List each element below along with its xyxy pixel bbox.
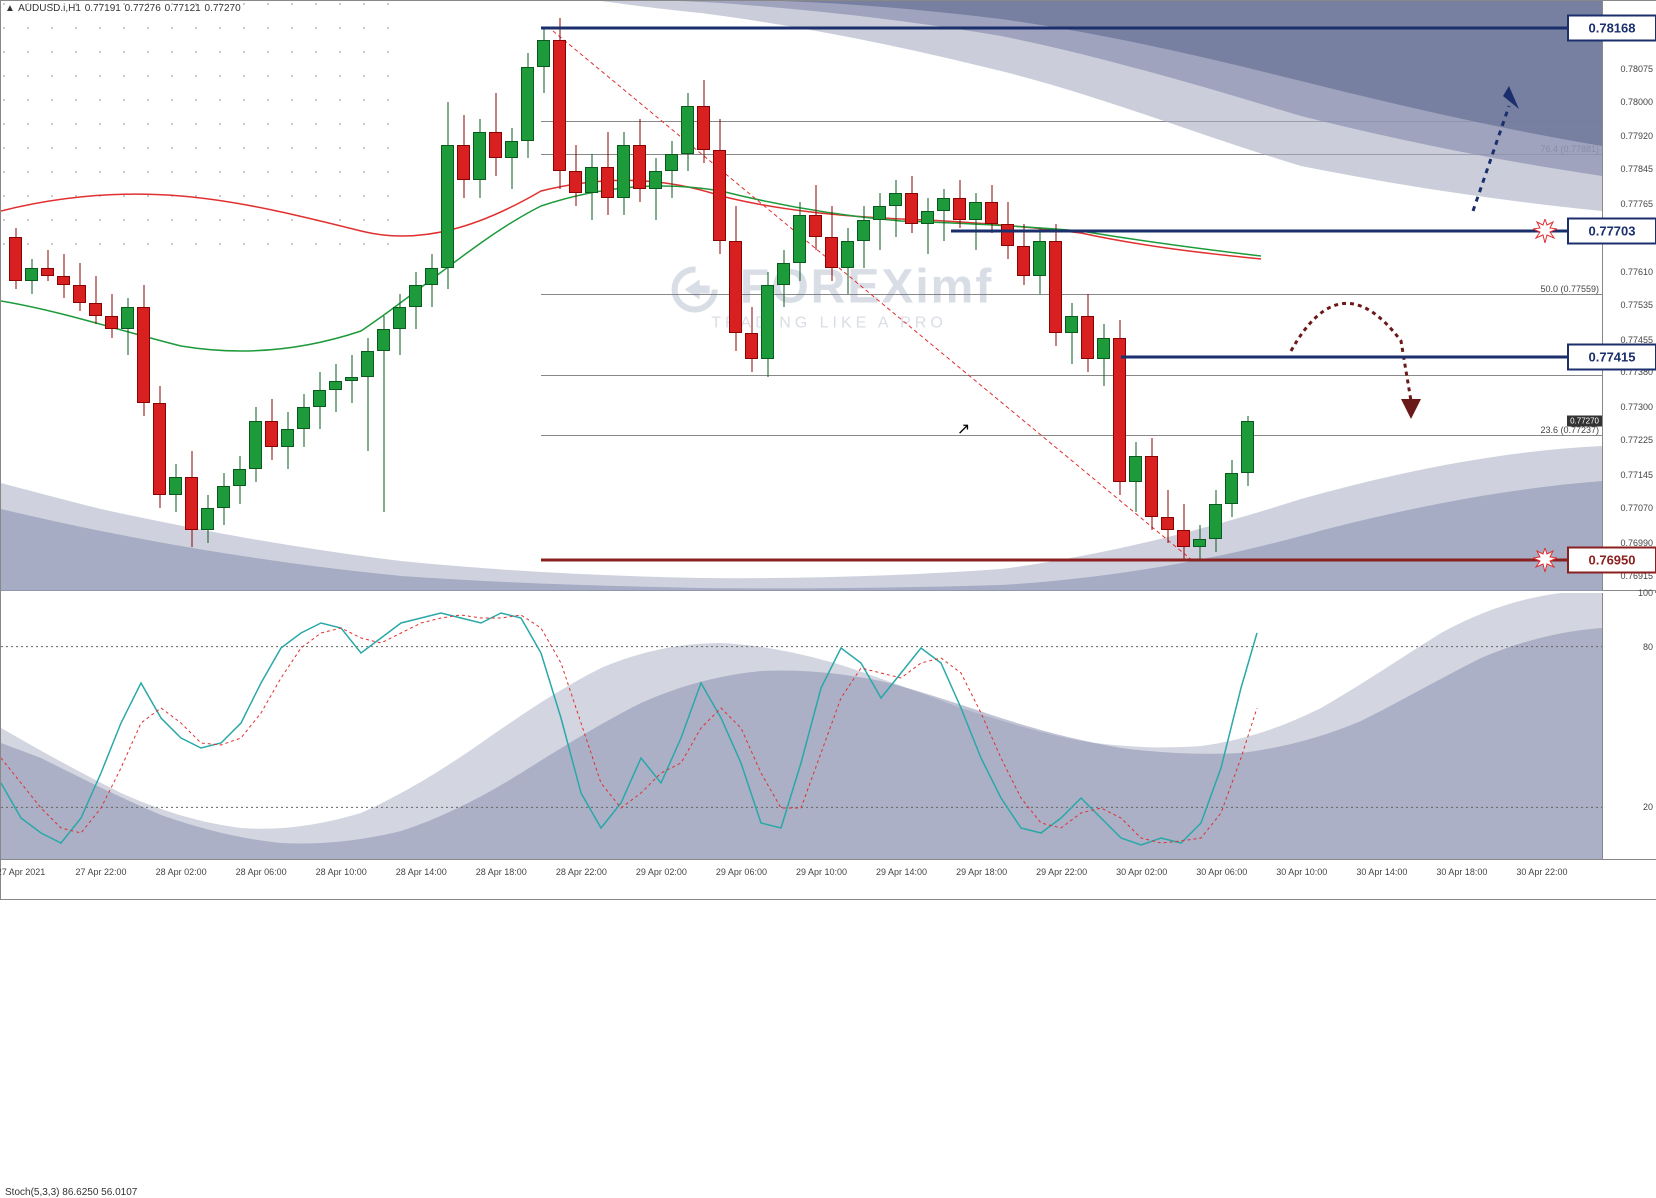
candle xyxy=(841,1,854,591)
candle xyxy=(1193,1,1206,591)
candle xyxy=(297,1,310,591)
candle xyxy=(633,1,646,591)
price-level-box: 0.77703 xyxy=(1567,218,1656,245)
price-yaxis: 0.781550.780750.780000.779200.778450.777… xyxy=(1602,1,1656,590)
candle xyxy=(409,1,422,591)
candle xyxy=(281,1,294,591)
candle xyxy=(1209,1,1222,591)
candle xyxy=(505,1,518,591)
candle xyxy=(153,1,166,591)
candle xyxy=(1113,1,1126,591)
candle xyxy=(89,1,102,591)
candle xyxy=(265,1,278,591)
candle xyxy=(537,1,550,591)
candle xyxy=(425,1,438,591)
candle xyxy=(905,1,918,591)
candle xyxy=(1065,1,1078,591)
candle xyxy=(1225,1,1238,591)
candle xyxy=(665,1,678,591)
candle xyxy=(73,1,86,591)
candle xyxy=(1049,1,1062,591)
stoch-title: Stoch(5,3,3) 86.6250 56.0107 xyxy=(5,1187,137,1198)
starburst-icon xyxy=(1533,548,1557,572)
price-level-box: 0.78168 xyxy=(1567,15,1656,42)
candle xyxy=(105,1,118,591)
candle xyxy=(345,1,358,591)
candle xyxy=(697,1,710,591)
candle xyxy=(41,1,54,591)
candle xyxy=(457,1,470,591)
candle xyxy=(681,1,694,591)
candle xyxy=(489,1,502,591)
candle xyxy=(121,1,134,591)
candle xyxy=(985,1,998,591)
price-level-box: 0.76950 xyxy=(1567,547,1656,574)
candle xyxy=(185,1,198,591)
stoch-yaxis: 2080100 xyxy=(1602,593,1656,861)
candle xyxy=(777,1,790,591)
candle xyxy=(601,1,614,591)
candle xyxy=(1081,1,1094,591)
candle xyxy=(889,1,902,591)
price-chart[interactable]: ▲ AUDUSD.i,H1 0.77191 0.77276 0.77121 0.… xyxy=(1,1,1656,591)
candle xyxy=(313,1,326,591)
candle xyxy=(1001,1,1014,591)
candle xyxy=(249,1,262,591)
candle xyxy=(9,1,22,591)
stochastic-panel[interactable]: Stoch(5,3,3) 86.6250 56.0107 2080100 xyxy=(1,593,1656,861)
candle xyxy=(1097,1,1110,591)
candle xyxy=(233,1,246,591)
candle xyxy=(1161,1,1174,591)
candle xyxy=(585,1,598,591)
candle xyxy=(921,1,934,591)
candle xyxy=(569,1,582,591)
candle xyxy=(441,1,454,591)
candle xyxy=(377,1,390,591)
candle xyxy=(201,1,214,591)
candle xyxy=(57,1,70,591)
candle xyxy=(713,1,726,591)
starburst-icon xyxy=(1533,219,1557,243)
cursor-icon: ↖ xyxy=(957,419,970,439)
candle xyxy=(649,1,662,591)
candle xyxy=(793,1,806,591)
candle xyxy=(521,1,534,591)
candle xyxy=(1033,1,1046,591)
candle xyxy=(761,1,774,591)
candle xyxy=(857,1,870,591)
candle xyxy=(1145,1,1158,591)
candle xyxy=(825,1,838,591)
candle xyxy=(473,1,486,591)
chart-title: ▲ AUDUSD.i,H1 0.77191 0.77276 0.77121 0.… xyxy=(5,3,242,14)
candle xyxy=(1129,1,1142,591)
candle xyxy=(617,1,630,591)
candle xyxy=(1017,1,1030,591)
candle xyxy=(729,1,742,591)
stoch-chart xyxy=(1,593,1602,861)
price-level-box: 0.77415 xyxy=(1567,344,1656,371)
candle xyxy=(873,1,886,591)
time-xaxis: 27 Apr 202127 Apr 22:0028 Apr 02:0028 Ap… xyxy=(1,859,1656,899)
candle xyxy=(809,1,822,591)
candle xyxy=(1177,1,1190,591)
candle xyxy=(329,1,342,591)
candle xyxy=(169,1,182,591)
candle xyxy=(553,1,566,591)
candle xyxy=(137,1,150,591)
candle xyxy=(953,1,966,591)
candle xyxy=(745,1,758,591)
candle xyxy=(937,1,950,591)
candle xyxy=(361,1,374,591)
candle xyxy=(393,1,406,591)
candle xyxy=(217,1,230,591)
candle xyxy=(25,1,38,591)
candle xyxy=(969,1,982,591)
candle xyxy=(1241,1,1254,591)
